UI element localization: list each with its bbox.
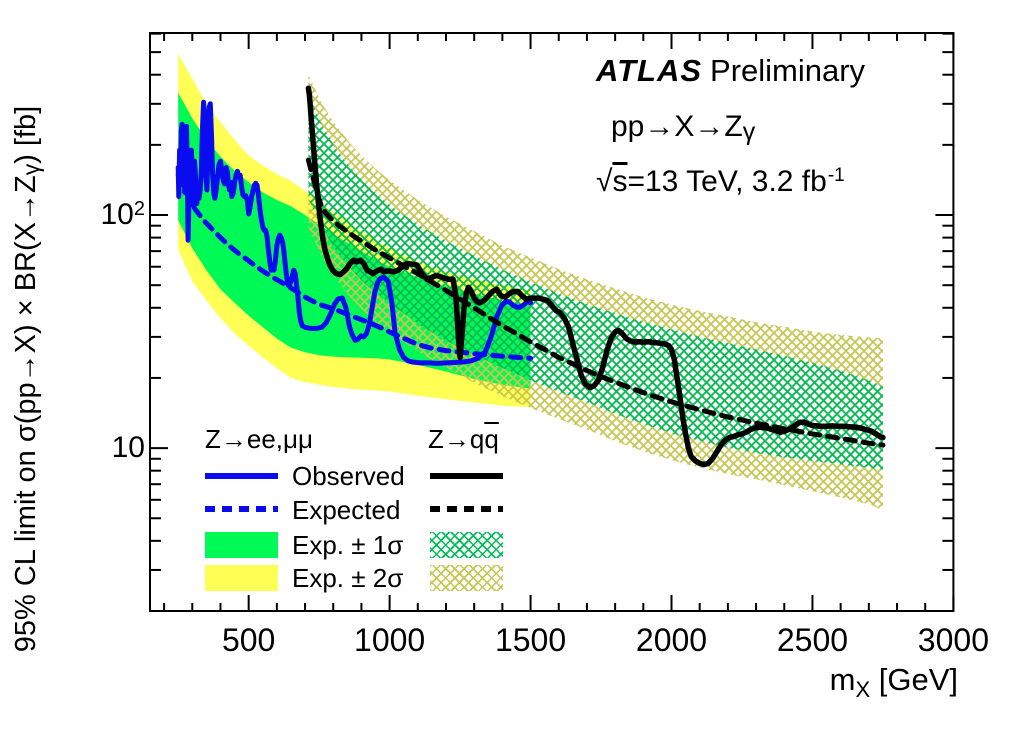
sqrt-s: s [612, 165, 628, 198]
legend-header-leptonic: Z→ee,μμ [205, 424, 313, 454]
x-axis-title-sub: X [855, 677, 871, 702]
y-axis-title-unit: ) [fb] [10, 105, 42, 164]
axis-ticks [150, 32, 955, 611]
process-gamma: γ [742, 118, 756, 146]
x-tick-label-1000: 1000 [354, 622, 426, 658]
x-tick-label-1500: 1500 [494, 622, 567, 658]
legend-swatch-lep-expected [205, 506, 278, 512]
legend-header-hadronic-pre: Z→q [428, 424, 485, 454]
sqrt-sign: √ [596, 165, 613, 198]
legend-header-hadronic: Z→qq [428, 424, 499, 455]
had-expected-line [305, 157, 886, 448]
legend-label-1sigma: Exp. ± 1σ [292, 530, 404, 560]
inverse-fb-exponent: -1 [827, 165, 845, 186]
y-axis-title: 95% CL limit on σ(pp→X) × BR(X→Zγ) [fb] [10, 0, 46, 744]
x-axis-title-unit: [GeV] [870, 662, 958, 697]
energy-lumi-label: √s=13 TeV, 3.2 fb-1 [596, 165, 845, 199]
x-axis-title: mX [GeV] [780, 662, 958, 703]
legend-swatch-had-expected [430, 506, 503, 512]
y-tick-label-10: 10 [111, 431, 145, 465]
had-expected-1sigma-band [308, 94, 883, 470]
energy-lumi-text: =13 TeV, 3.2 fb [627, 165, 827, 198]
x-tick-label-2000: 2000 [635, 622, 708, 658]
y-axis-title-gamma: γ [18, 163, 44, 176]
x-tick-label-2500: 2500 [776, 622, 849, 658]
legend-swatch-had-1sigma [430, 532, 503, 558]
legend-label-expected: Expected [292, 495, 401, 525]
legend-label-2sigma: Exp. ± 2σ [292, 563, 404, 593]
legend-swatch-had-observed [430, 473, 503, 479]
legend-swatch-lep-2sigma [205, 565, 278, 591]
had-observed-line [305, 85, 886, 468]
lep-expected-line [175, 172, 534, 361]
preliminary-label: Preliminary [710, 53, 866, 88]
legend-swatch-lep-observed [205, 473, 278, 479]
x-tick-label-3000: 3000 [917, 622, 989, 658]
process-text: pp→X→Z [611, 110, 743, 143]
x-axis-title-main: m [829, 662, 856, 697]
legend-header-hadronic-qbar: q [484, 424, 499, 454]
y-tick-label-100: 102 [100, 198, 146, 232]
legend-swatch-lep-1sigma [205, 532, 278, 558]
atlas-logo-text: ATLAS [596, 53, 703, 88]
plot-frame [149, 32, 955, 612]
experiment-label: ATLAS Preliminary [596, 53, 865, 89]
process-label: pp→X→Zγ [611, 110, 755, 147]
legend-label-observed: Observed [292, 461, 405, 491]
lep-observed-line [175, 99, 534, 366]
x-tick-label-500: 500 [221, 622, 276, 658]
legend-swatch-had-2sigma [430, 565, 503, 591]
y-axis-title-text: 95% CL limit on σ(pp→X) × BR(X→Z [10, 175, 42, 653]
